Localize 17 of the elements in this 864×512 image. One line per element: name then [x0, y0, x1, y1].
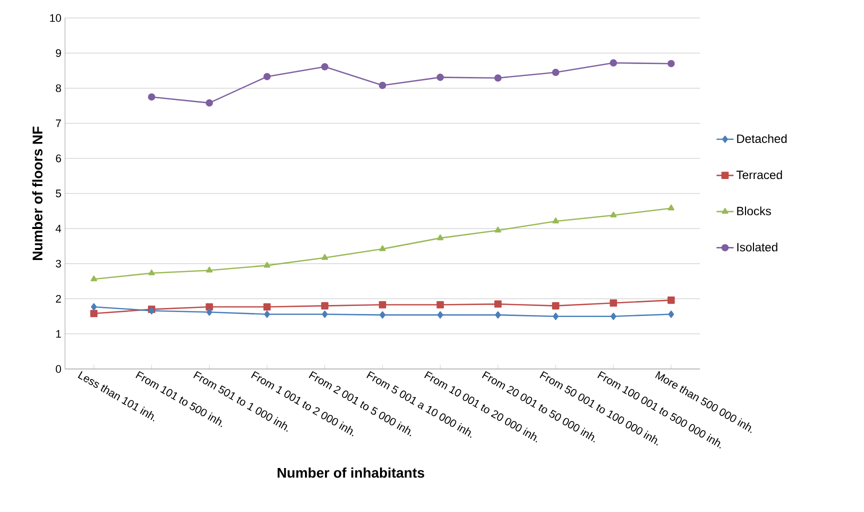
y-tick-label: 7 [56, 120, 61, 128]
y-tick-label: 3 [56, 260, 62, 268]
y-tick-label: 2 [56, 294, 61, 303]
y-tick-label: 9 [56, 49, 61, 57]
y-tick-label: 4 [56, 224, 62, 232]
legend-label: Detached [737, 134, 787, 143]
y-tick-label: 5 [56, 190, 62, 198]
y-tick-label: 8 [56, 84, 62, 92]
legend-label: Isolated [737, 242, 778, 252]
y-tick-label: 6 [56, 154, 62, 162]
legend-label: Blocks [737, 206, 771, 216]
y-axis-title: Number of floors NF [32, 126, 42, 260]
y-tick-label: 10 [50, 14, 62, 22]
y-tick-label: 1 [56, 330, 61, 338]
legend-label: Terraced [736, 170, 782, 180]
x-axis-title: Number of inhabitants [278, 468, 424, 478]
y-tick-label: 0 [56, 365, 62, 373]
